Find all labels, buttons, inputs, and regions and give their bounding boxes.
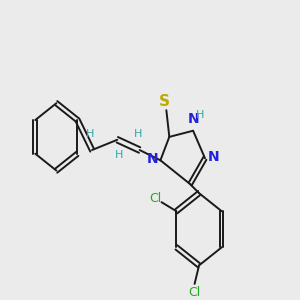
Text: H: H [134,129,142,140]
Text: H: H [196,110,205,120]
Text: S: S [159,94,170,109]
Text: Cl: Cl [188,286,201,299]
Text: H: H [86,129,95,140]
Text: H: H [115,150,123,161]
Text: N: N [188,112,200,126]
Text: N: N [208,150,219,164]
Text: Cl: Cl [149,192,161,206]
Text: N: N [146,152,158,167]
